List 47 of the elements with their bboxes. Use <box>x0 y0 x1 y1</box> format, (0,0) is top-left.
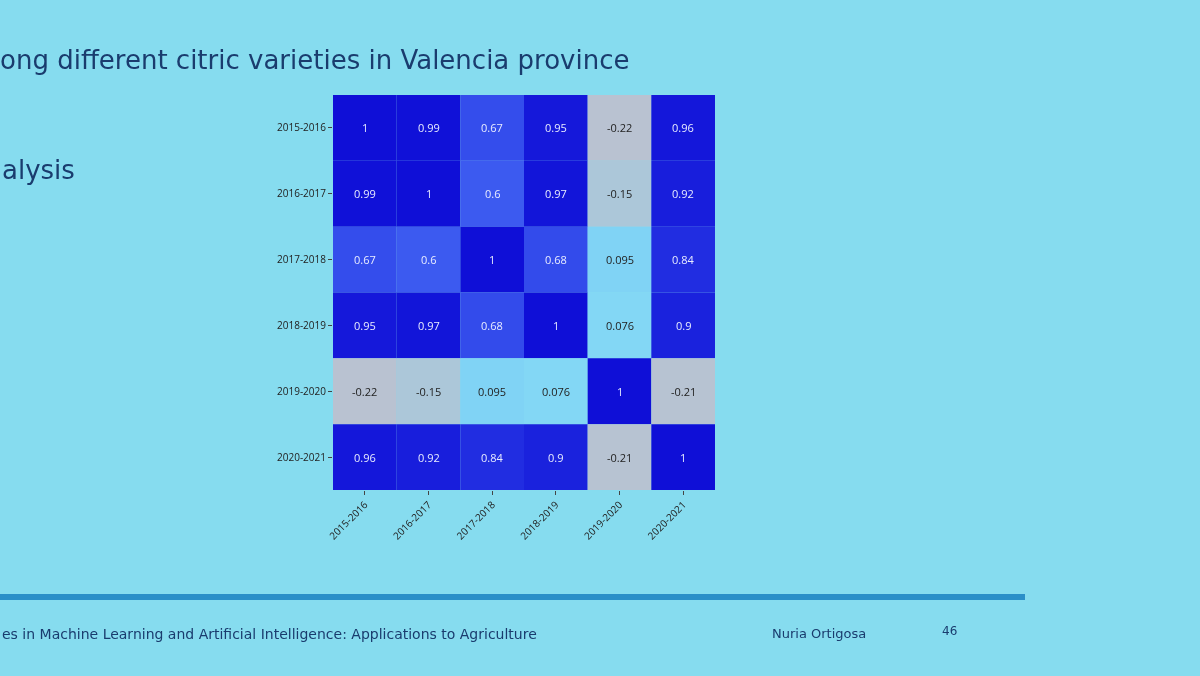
data-label: 1 <box>362 120 369 135</box>
data-label: 0.99 <box>354 186 376 201</box>
data-label: 0.92 <box>672 186 694 201</box>
text: 46 <box>942 624 958 638</box>
data-label: 0.095 <box>478 384 507 399</box>
data-label: 0.97 <box>545 186 567 201</box>
data-label: 1 <box>617 384 624 399</box>
data-label: 1 <box>426 186 433 201</box>
data-label: -0.22 <box>352 384 378 399</box>
data-label: 0.076 <box>606 318 635 333</box>
data-label: -0.15 <box>416 384 442 399</box>
data-label: 0.92 <box>418 450 440 465</box>
data-label: 0.68 <box>481 318 503 333</box>
data-label: -0.15 <box>607 186 633 201</box>
data-label: 0.97 <box>418 318 440 333</box>
data-label: 0.6 <box>485 186 501 201</box>
data-label: 0.095 <box>606 252 635 267</box>
y-tick-label: 2020-2021 <box>277 449 326 464</box>
y-tick-label: 2015-2016 <box>277 120 327 135</box>
text: es in Machine Learning and Artificial Intelligence: Applications to Agriculture <box>2 626 537 642</box>
data-label: 0.9 <box>676 318 692 333</box>
data-label: 0.99 <box>418 120 440 135</box>
data-label: 1 <box>553 318 560 333</box>
data-label: -0.22 <box>607 120 633 135</box>
data-label: 0.96 <box>354 450 376 465</box>
data-label: 0.68 <box>545 252 567 267</box>
data-label: 0.95 <box>354 318 376 333</box>
data-label: -0.21 <box>607 450 633 465</box>
data-label: 0.84 <box>481 450 504 465</box>
data-label: 0.95 <box>545 120 567 135</box>
data-label: 0.96 <box>672 120 694 135</box>
data-label: 0.84 <box>672 252 695 267</box>
data-label: 0.9 <box>548 450 564 465</box>
y-tick-label: 2016-2017 <box>277 186 327 201</box>
data-label: 1 <box>489 252 496 267</box>
data-label: 0.076 <box>542 384 571 399</box>
text: alysis <box>2 155 75 185</box>
data-label: -0.21 <box>671 384 697 399</box>
data-label: 0.67 <box>354 252 376 267</box>
chart-title: ong different citric varieties in Valencia province <box>0 45 630 76</box>
y-tick-label: 2018-2019 <box>277 317 327 332</box>
y-tick-label: 2019-2020 <box>277 383 327 398</box>
data-label: 0.6 <box>421 252 437 267</box>
text: Nuria Ortigosa <box>772 626 867 641</box>
data-label: 0.67 <box>481 120 503 135</box>
data-label: 1 <box>680 450 687 465</box>
y-tick-label: 2017-2018 <box>277 252 327 267</box>
